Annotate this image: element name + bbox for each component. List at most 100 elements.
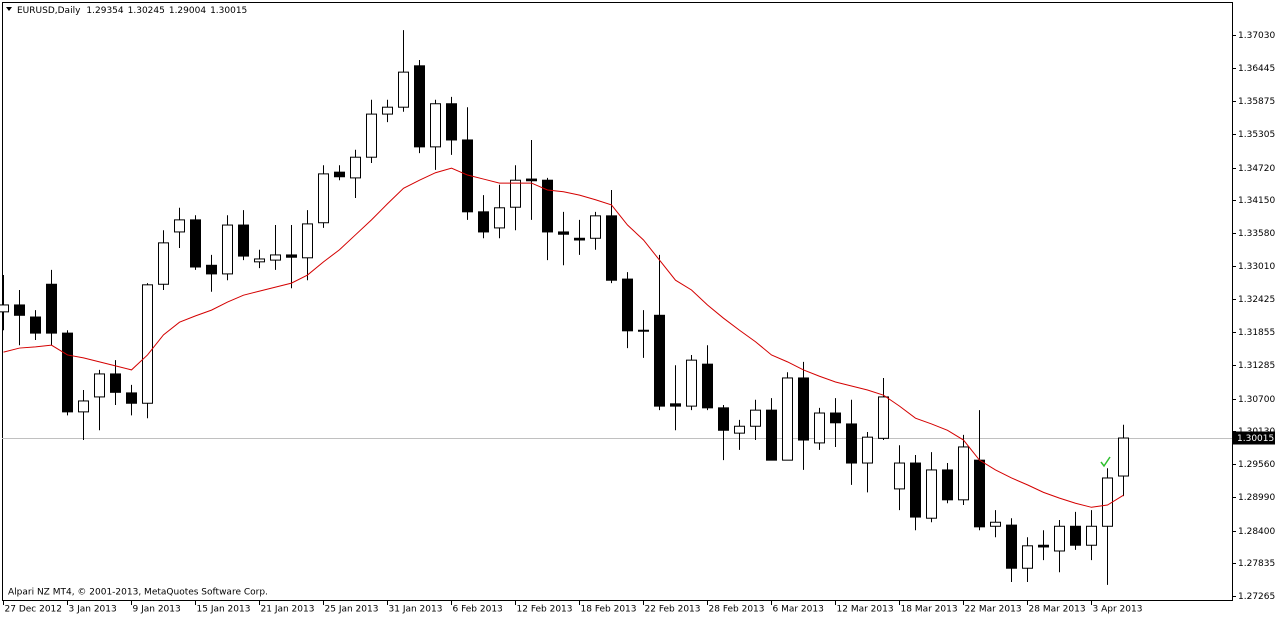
- candle-body: [766, 409, 777, 461]
- candle-body: [478, 211, 489, 233]
- candle-body: [910, 462, 921, 518]
- x-tick-label: 31 Jan 2013: [389, 605, 443, 615]
- candle-body: [990, 521, 1001, 527]
- y-tick-label: 1.27265: [1238, 592, 1275, 602]
- y-tick-label: 1.32425: [1238, 295, 1275, 305]
- chart-title: EURUSD,Daily: [17, 6, 81, 16]
- candle-body: [334, 171, 345, 178]
- y-tick-label: 1.35875: [1238, 97, 1275, 107]
- plot-frame: [2, 2, 1233, 601]
- candle-body: [30, 316, 41, 334]
- x-tick-label: 28 Mar 2013: [1029, 605, 1086, 615]
- y-tick-label: 1.31285: [1238, 361, 1275, 371]
- x-tick-label: 21 Jan 2013: [261, 605, 315, 615]
- candle-body: [110, 373, 121, 393]
- candle-body: [702, 363, 713, 409]
- candle-body: [446, 103, 457, 141]
- candles: [0, 30, 1129, 585]
- candle-body: [590, 215, 601, 239]
- candle-body: [926, 469, 937, 519]
- y-tick-label: 1.30700: [1238, 395, 1275, 405]
- candle-body: [1006, 524, 1017, 569]
- y-tick-label: 1.29560: [1238, 460, 1275, 470]
- last-price-label: 1.30015: [1237, 434, 1274, 444]
- x-tick-label: 3 Jan 2013: [69, 605, 117, 615]
- candle-body: [670, 403, 681, 407]
- y-tick-label: 1.35305: [1238, 130, 1275, 140]
- x-tick-label: 25 Jan 2013: [325, 605, 379, 615]
- x-tick-label: 6 Mar 2013: [773, 605, 824, 615]
- header-close: 1.30015: [210, 6, 247, 16]
- candle-body: [254, 258, 265, 263]
- candle-body: [46, 283, 57, 334]
- candle-body: [814, 412, 825, 444]
- candle-body: [1038, 544, 1049, 548]
- header-low: 1.29004: [169, 6, 206, 16]
- candle-body: [318, 173, 329, 224]
- x-tick-label: 22 Mar 2013: [965, 605, 1022, 615]
- moving-average-line: [3, 167, 1124, 508]
- candle-body: [574, 237, 585, 241]
- candle-body: [878, 396, 889, 439]
- x-tick-label: 9 Jan 2013: [133, 605, 181, 615]
- candle-body: [430, 103, 441, 148]
- candle-body: [1086, 525, 1097, 546]
- candle-body: [942, 469, 953, 501]
- y-tick-label: 1.34720: [1238, 164, 1275, 174]
- candle-body: [414, 65, 425, 148]
- y-tick-label: 1.31855: [1238, 328, 1275, 338]
- y-tick-label: 1.28990: [1238, 493, 1275, 503]
- candle-body: [1070, 525, 1081, 546]
- candle-body: [222, 224, 233, 275]
- candle-body: [270, 254, 281, 261]
- y-tick-label: 1.34150: [1238, 196, 1275, 206]
- candle-body: [1054, 525, 1065, 552]
- candle-body: [126, 392, 137, 404]
- header-high: 1.30245: [128, 6, 165, 16]
- last-price-box: [1233, 431, 1275, 445]
- candle-body: [974, 459, 985, 528]
- y-tick-label: 1.36445: [1238, 64, 1275, 74]
- footer: Alpari NZ MT4, © 2001-2013, MetaQuotes S…: [8, 588, 268, 598]
- candle-body: [142, 284, 153, 404]
- y-tick-label: 1.27835: [1238, 559, 1275, 569]
- candle-body: [846, 423, 857, 464]
- candle-body: [654, 314, 665, 407]
- candle-body: [158, 242, 169, 285]
- candle-body: [62, 332, 73, 413]
- candle-body: [366, 113, 377, 158]
- candle-body: [14, 304, 25, 316]
- candle-body: [398, 71, 409, 108]
- y-tick-label: 1.33580: [1238, 229, 1275, 239]
- candle-body: [0, 304, 9, 313]
- candle-body: [798, 377, 809, 441]
- candle-body: [830, 412, 841, 424]
- candle-body: [510, 179, 521, 208]
- menu-arrow: [6, 7, 12, 11]
- x-tick-label: 15 Jan 2013: [197, 605, 251, 615]
- y-tick-label: 1.28400: [1238, 527, 1275, 537]
- candle-body: [638, 329, 649, 332]
- candle-body: [750, 409, 761, 427]
- candle-body: [782, 377, 793, 461]
- candle-body: [1102, 477, 1113, 527]
- candle-body: [718, 407, 729, 431]
- trade-check-icon: [1100, 456, 1111, 468]
- candle-body: [526, 178, 537, 182]
- candle-body: [1118, 437, 1129, 477]
- candle-body: [494, 207, 505, 229]
- candle-body: [558, 231, 569, 235]
- candle-body: [94, 373, 105, 398]
- y-tick-label: 1.37030: [1238, 31, 1275, 41]
- candle-body: [958, 446, 969, 501]
- y-tick-label: 1.33010: [1238, 262, 1275, 272]
- candle-body: [190, 219, 201, 268]
- candle-body: [302, 223, 313, 259]
- candle-body: [286, 254, 297, 258]
- candle-body: [622, 278, 633, 332]
- candle-body: [350, 156, 361, 179]
- chart-header: EURUSD,Daily 1.29354 1.30245 1.29004 1.30015: [17, 6, 247, 16]
- x-tick-label: 18 Mar 2013: [901, 605, 958, 615]
